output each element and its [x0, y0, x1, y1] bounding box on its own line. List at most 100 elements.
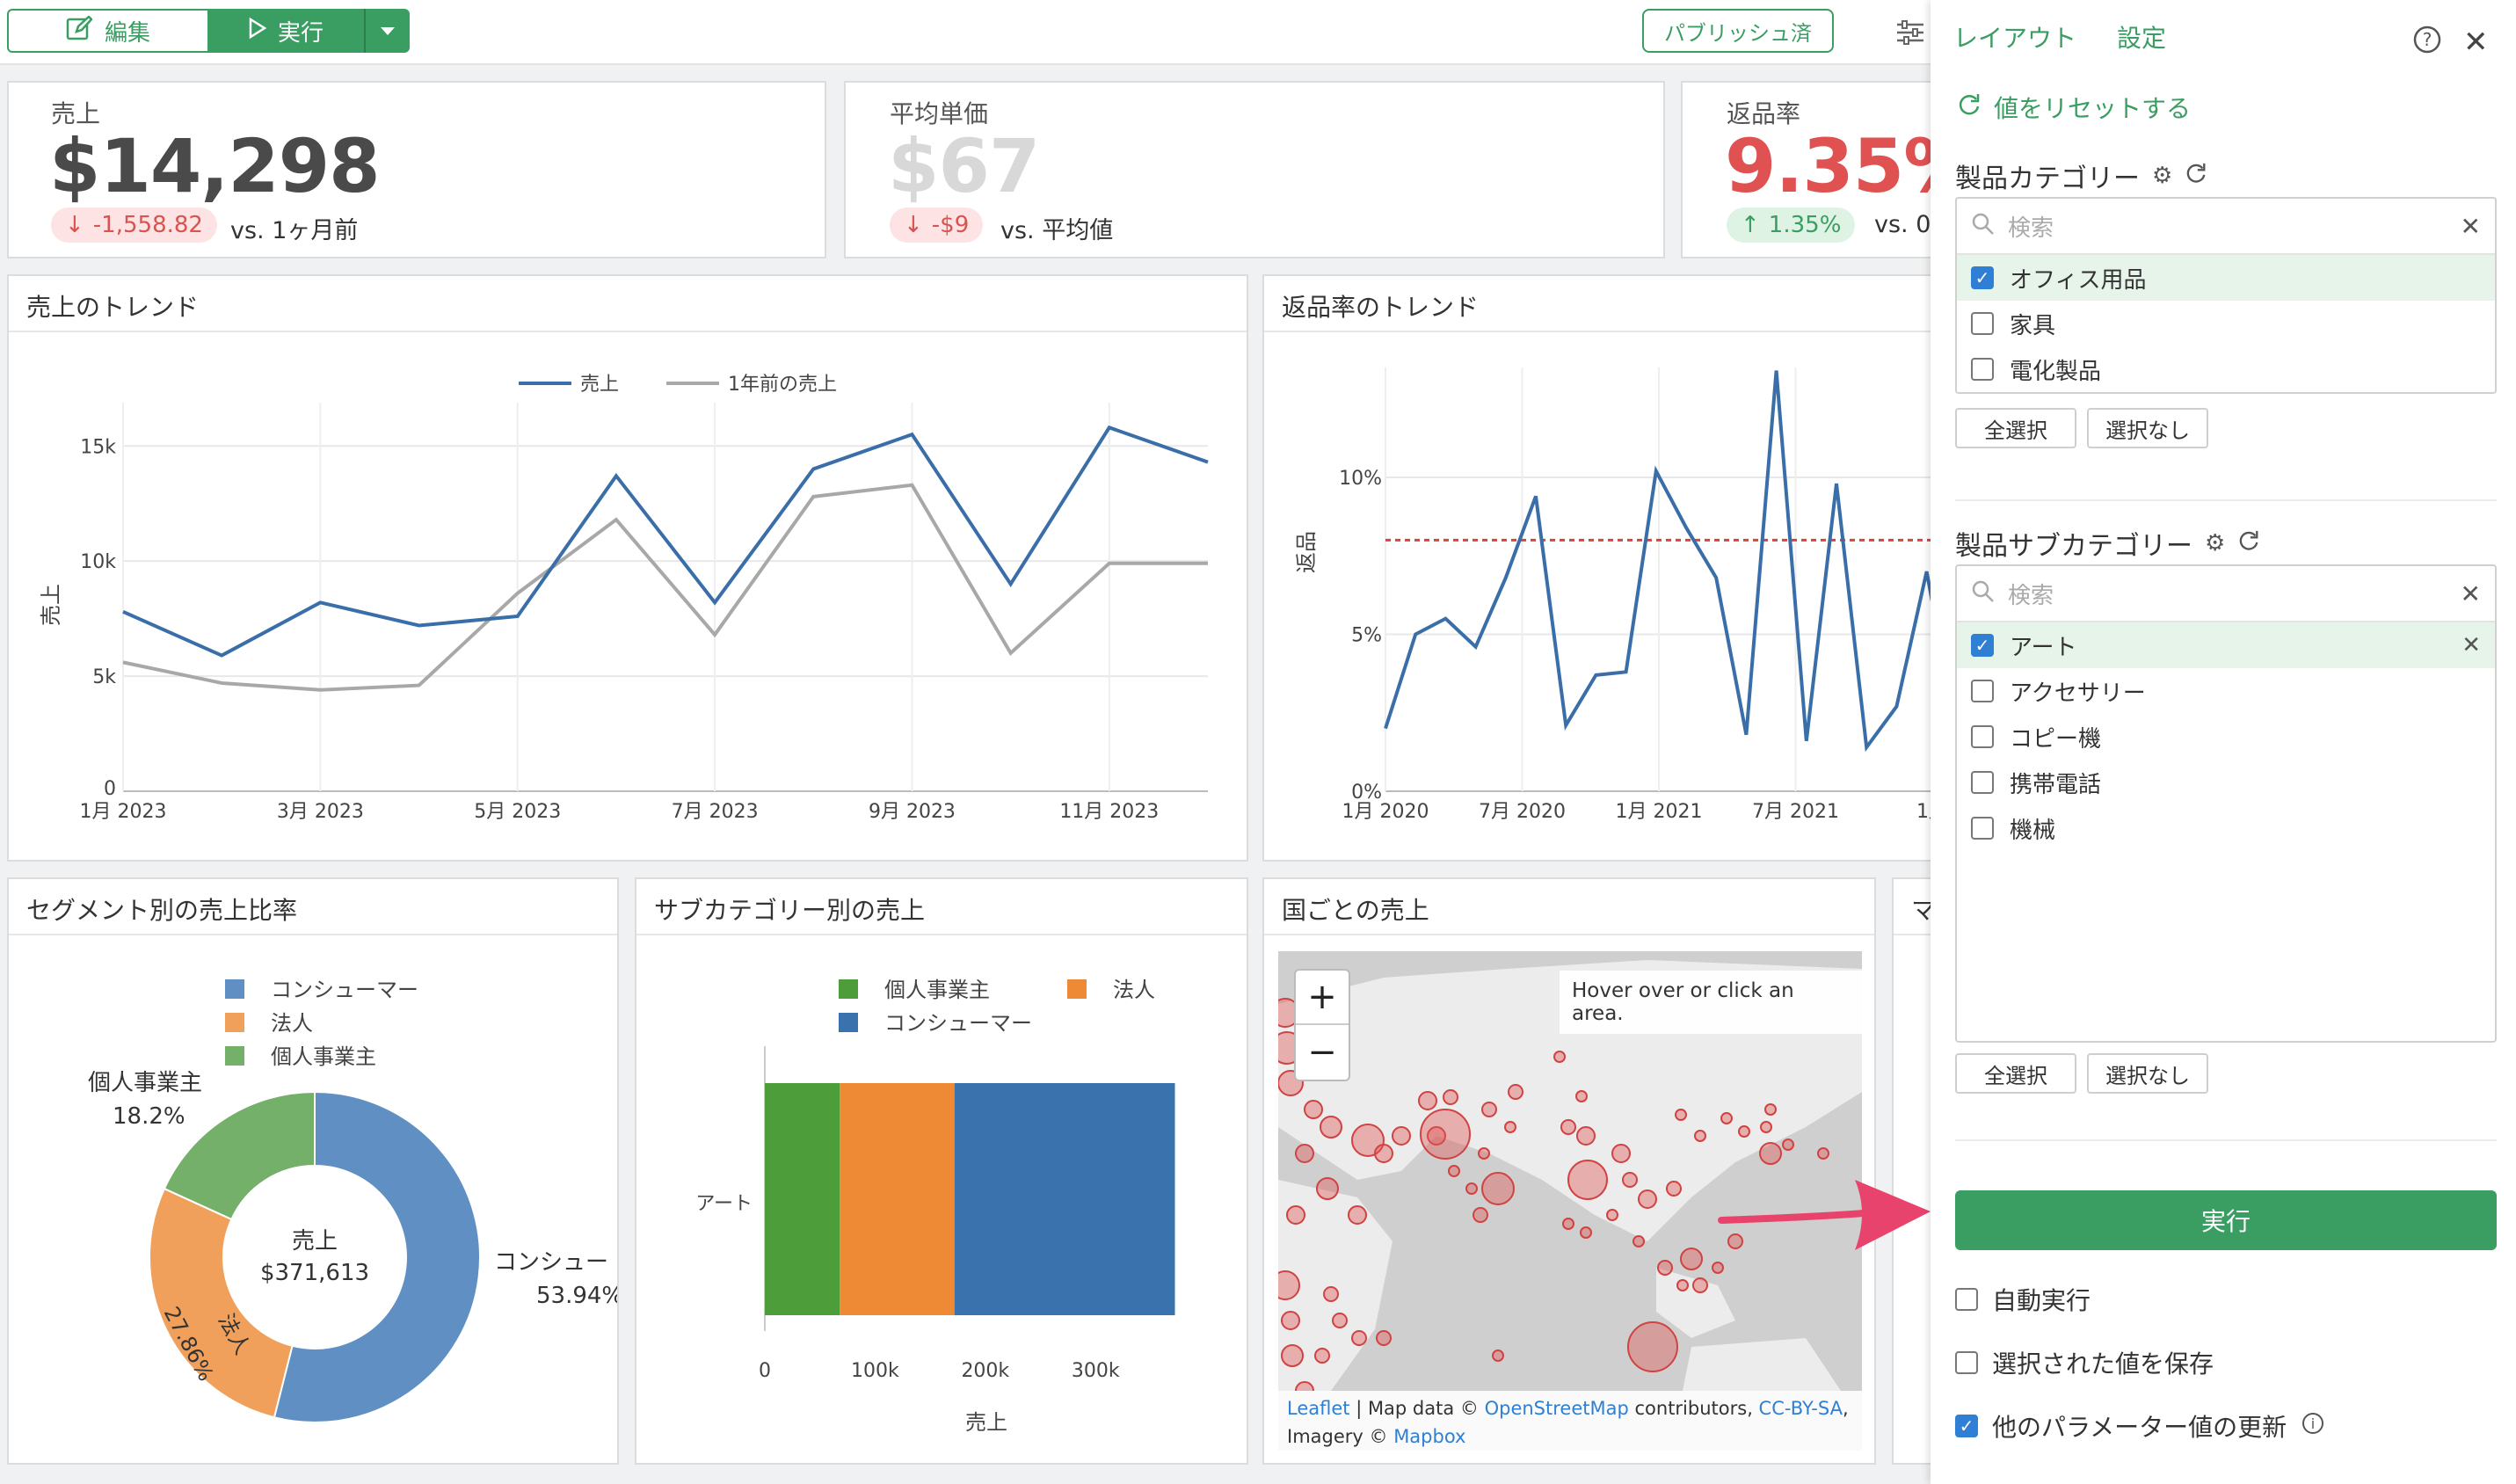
zoom-in-button[interactable]: +: [1296, 971, 1349, 1025]
subcategory-select-none-button[interactable]: 選択なし: [2087, 1053, 2208, 1094]
info-icon[interactable]: i: [2301, 1411, 2325, 1442]
map-bubble: [1332, 1313, 1348, 1328]
x-tick-label: 7月 2021: [1752, 801, 1839, 823]
tab-layout[interactable]: レイアウト: [1953, 24, 2077, 53]
close-icon[interactable]: ✕: [2463, 25, 2489, 60]
card-title: 売上のトレンド: [26, 293, 200, 322]
osm-link[interactable]: OpenStreetMap: [1484, 1398, 1629, 1419]
run-button[interactable]: 実行: [207, 9, 364, 53]
category-select-none-button[interactable]: 選択なし: [2087, 408, 2208, 448]
save-selected-option[interactable]: 選択された値を保存: [1955, 1345, 2214, 1380]
subcategory-option[interactable]: コピー機: [1957, 714, 2495, 760]
map-bubble: [1580, 1226, 1592, 1239]
map-bubble: [1622, 1172, 1638, 1188]
y-tick-label: 0: [104, 778, 116, 800]
map-bubble: [1316, 1177, 1339, 1200]
search-icon: [1971, 212, 1996, 240]
checkbox[interactable]: [1971, 680, 1994, 702]
checkbox[interactable]: [1971, 358, 1994, 381]
center-value: $371,613: [260, 1260, 369, 1286]
mapbox-link[interactable]: Mapbox: [1393, 1426, 1466, 1447]
checkbox[interactable]: [1955, 1351, 1978, 1374]
run-dropdown-button[interactable]: [364, 9, 410, 53]
edit-button[interactable]: 編集: [7, 9, 209, 53]
checkbox-checked[interactable]: ✓: [1971, 634, 1994, 657]
subcategory-select-all-button[interactable]: 全選択: [1955, 1053, 2076, 1094]
map-bubble: [1817, 1147, 1829, 1160]
donut-slice: [163, 1090, 316, 1221]
map-bubble: [1759, 1142, 1782, 1165]
map-bubble: [1374, 1144, 1393, 1163]
clear-search-icon[interactable]: ✕: [2460, 578, 2481, 608]
refresh-icon[interactable]: [2237, 528, 2260, 559]
subcategory-option[interactable]: 機械: [1957, 805, 2495, 851]
landmass-islands: [1656, 1268, 1735, 1338]
published-button[interactable]: パブリッシュ済: [1642, 9, 1834, 53]
panel-run-button[interactable]: 実行: [1955, 1190, 2497, 1250]
checkbox[interactable]: [1971, 312, 1994, 335]
kpi-label: 返品率: [1727, 99, 1801, 128]
sales-trend-chart: 売上 1年前の売上 0 5k 10k 15k 1月 2023 3月 2023 5月 2023 7月…: [39, 374, 1209, 823]
map-bubble: [1657, 1260, 1673, 1276]
option-label: 他のパラメーター値の更新: [1992, 1413, 2287, 1442]
tab-settings[interactable]: 設定: [2117, 24, 2167, 53]
checkbox[interactable]: [1971, 725, 1994, 748]
checkbox[interactable]: [1955, 1288, 1978, 1311]
x-tick-label: 7月 2023: [672, 801, 759, 823]
leaflet-link[interactable]: Leaflet: [1287, 1398, 1350, 1419]
section-label: 製品サブカテゴリー: [1955, 531, 2192, 562]
caret-down-icon: [380, 20, 396, 41]
map-bubble: [1376, 1330, 1392, 1346]
category-search[interactable]: 検索 ✕: [1957, 199, 2495, 255]
arrow-down-icon: ↓: [904, 212, 923, 238]
map-canvas[interactable]: [1278, 951, 1862, 1391]
subcategory-option[interactable]: アクセサリー: [1957, 668, 2495, 714]
subcategory-search[interactable]: 検索 ✕: [1957, 566, 2495, 622]
legend-swatch: [1067, 979, 1087, 999]
category-option[interactable]: 電化製品: [1957, 346, 2495, 392]
gear-icon[interactable]: ⚙: [2152, 163, 2173, 189]
kpi-vs: vs. 平均値: [1000, 217, 1114, 244]
remove-selection-icon[interactable]: ✕: [2461, 632, 2481, 658]
edit-icon: [66, 14, 93, 47]
map-bubble: [1575, 1090, 1588, 1102]
reset-values-button[interactable]: 値をリセットする: [1957, 90, 2191, 125]
map-bubble: [1420, 1109, 1471, 1160]
gear-icon[interactable]: ⚙: [2205, 530, 2226, 556]
country-card: 国ごとの売上 + − Hover over or click an area. …: [1262, 877, 1876, 1465]
auto-run-option[interactable]: 自動実行: [1955, 1282, 2091, 1317]
option-label: オフィス用品: [2010, 266, 2147, 294]
checkbox-checked[interactable]: ✓: [1971, 266, 1994, 289]
help-icon[interactable]: ?: [2412, 25, 2442, 58]
subcategory-option[interactable]: ✓ アート ✕: [1957, 622, 2495, 668]
x-tick-label: 7月 2020: [1479, 801, 1566, 823]
zoom-out-button[interactable]: −: [1307, 1032, 1337, 1073]
x-axis-label: 売上: [965, 1410, 1007, 1435]
update-other-params-option[interactable]: ✓ 他のパラメーター値の更新 i: [1955, 1408, 2325, 1444]
category-select-all-button[interactable]: 全選択: [1955, 408, 2076, 448]
legend-label: 売上: [580, 374, 619, 396]
kpi-delta-badge: ↑ 1.35%: [1727, 207, 1856, 243]
category-option[interactable]: 家具: [1957, 301, 2495, 346]
sliders-icon[interactable]: [1895, 18, 1925, 47]
checkbox-checked[interactable]: ✓: [1955, 1415, 1978, 1437]
refresh-icon[interactable]: [2185, 161, 2207, 192]
kpi-card-avg-price: 平均単価 $67 ↓ -$9 vs. 平均値: [844, 81, 1665, 258]
run-label: 実行: [277, 19, 324, 47]
category-option[interactable]: ✓ オフィス用品: [1957, 255, 2495, 301]
legend-label: 法人: [271, 1011, 313, 1036]
kpi-vs: vs. 1ヶ月前: [230, 217, 359, 244]
option-label: 家具: [2010, 312, 2056, 339]
kpi-label: 売上: [51, 99, 101, 128]
map-bubble: [1286, 1205, 1305, 1225]
cc-link[interactable]: CC-BY-SA: [1758, 1398, 1843, 1419]
clear-search-icon[interactable]: ✕: [2460, 211, 2481, 241]
legend-swatch: [225, 1013, 244, 1032]
checkbox[interactable]: [1971, 817, 1994, 840]
map-bubble: [1560, 1119, 1576, 1135]
subcategory-option[interactable]: 携帯電話: [1957, 760, 2495, 805]
map-bubble: [1348, 1205, 1367, 1225]
map-area[interactable]: + − Hover over or click an area. Leaflet…: [1278, 951, 1862, 1451]
checkbox[interactable]: [1971, 771, 1994, 794]
